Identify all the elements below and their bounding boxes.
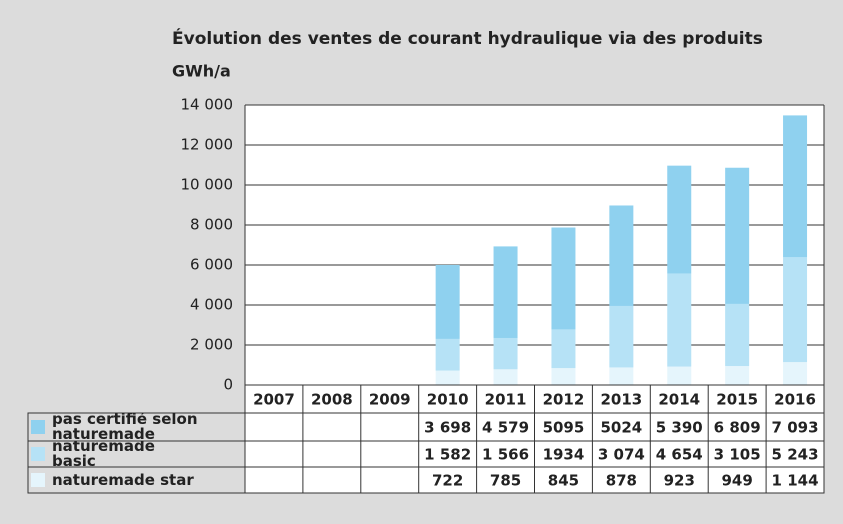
bar-segment	[783, 115, 808, 258]
chart-title: Évolution des ventes de courant hydrauli…	[172, 27, 763, 49]
bar-segment	[667, 366, 692, 385]
y-tick-label: 4 000	[190, 296, 233, 314]
y-tick-label: 14 000	[181, 96, 234, 114]
bar-segment	[609, 205, 634, 306]
data-label: 4 579	[482, 419, 529, 437]
x-tick-label: 2009	[369, 391, 411, 409]
bar-segment	[725, 167, 750, 304]
bar-segment	[667, 273, 692, 367]
bar-segment	[435, 370, 460, 385]
y-tick-label: 0	[223, 376, 233, 394]
data-label: 5095	[543, 419, 585, 437]
data-label: 5 243	[772, 446, 819, 464]
legend-swatch	[31, 420, 45, 434]
data-label: 923	[664, 472, 695, 490]
bar-segment	[493, 337, 518, 370]
y-tick-label: 8 000	[190, 216, 233, 234]
data-label: 3 698	[424, 419, 471, 437]
data-label: 949	[721, 472, 752, 490]
legend-swatch	[31, 473, 45, 487]
y-tick-label: 12 000	[181, 136, 234, 154]
legend-label: naturemade basic	[52, 441, 155, 467]
data-label: 1 144	[772, 472, 819, 490]
data-label: 5024	[600, 419, 642, 437]
x-tick-label: 2016	[774, 391, 816, 409]
data-label: 6 809	[714, 419, 761, 437]
bar-segment	[551, 329, 576, 369]
data-label: 1 582	[424, 446, 471, 464]
bar-segment	[783, 257, 808, 363]
y-tick-label: 6 000	[190, 256, 233, 274]
x-tick-label: 2010	[427, 391, 469, 409]
x-tick-label: 2014	[658, 391, 700, 409]
bar-segment	[725, 366, 750, 385]
bar-segment	[435, 264, 460, 339]
y-axis-label: GWh/a	[172, 62, 231, 81]
x-tick-label: 2012	[543, 391, 585, 409]
y-tick-label: 10 000	[181, 176, 234, 194]
bar-segment	[725, 303, 750, 367]
x-tick-label: 2013	[600, 391, 642, 409]
data-label: 785	[490, 472, 521, 490]
data-label: 1 566	[482, 446, 529, 464]
data-label: 845	[548, 472, 579, 490]
bar-segment	[609, 367, 634, 385]
bar-segment	[667, 165, 692, 274]
bar-segment	[493, 246, 518, 338]
x-tick-label: 2008	[311, 391, 353, 409]
data-label: 3 074	[598, 446, 645, 464]
data-label: 1934	[543, 446, 585, 464]
legend-entry-box: naturemade star	[52, 470, 194, 489]
data-label: 878	[606, 472, 637, 490]
bar-segment	[609, 305, 634, 368]
bar-segment	[783, 362, 808, 385]
data-label: 4 654	[656, 446, 703, 464]
bar-segment	[435, 338, 460, 371]
y-tick-label: 2 000	[190, 336, 233, 354]
legend-entry-box: pas certifié selon naturemade	[52, 413, 198, 441]
data-label: 5 390	[656, 419, 703, 437]
legend-swatch	[31, 447, 45, 461]
data-label: 7 093	[772, 419, 819, 437]
legend-label: naturemade star	[52, 470, 194, 489]
legend-entry-box: naturemade basic	[52, 441, 155, 467]
data-label: 722	[432, 472, 463, 490]
bar-segment	[493, 369, 518, 385]
x-tick-label: 2011	[485, 391, 527, 409]
x-tick-label: 2015	[716, 391, 758, 409]
bar-segment	[551, 368, 576, 385]
bar-segment	[551, 227, 576, 330]
data-label: 3 105	[714, 446, 761, 464]
x-tick-label: 2007	[253, 391, 295, 409]
legend-label: pas certifié selon naturemade	[52, 413, 198, 441]
